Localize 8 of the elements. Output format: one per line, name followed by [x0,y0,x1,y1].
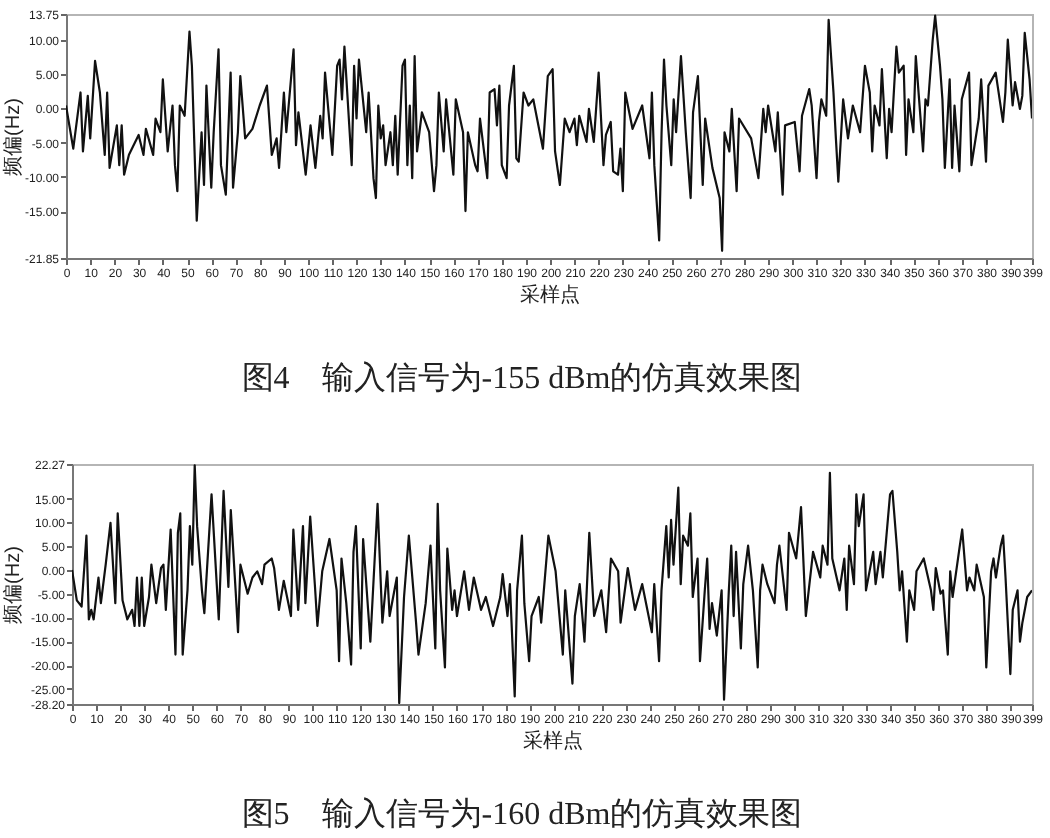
text: 图5 输入信号为-160 dBm的仿真效果图 [241,796,803,832]
x-axis-title: 采样点 [520,283,580,307]
x-axis-title: 采样点 [523,729,583,753]
y-axis-title: 频偏(Hz) [1,546,25,624]
y-axis-title: 频偏(Hz) [1,98,25,176]
line-series [72,464,1032,704]
line-series [66,14,1032,252]
text: 图4 输入信号为-155 dBm的仿真效果图 [241,360,803,396]
